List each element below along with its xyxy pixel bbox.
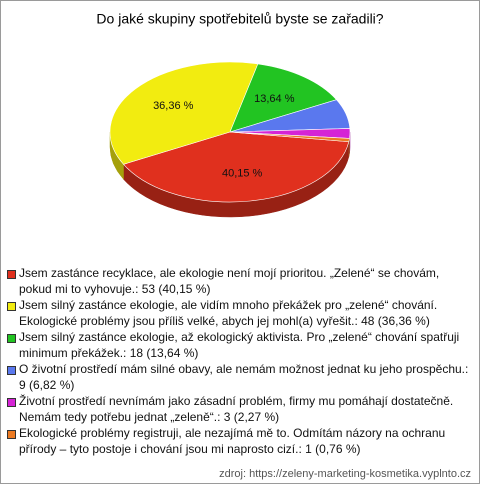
legend-swatch	[7, 270, 16, 279]
legend-item: Jsem silný zastánce ekologie, ale vidím …	[7, 298, 469, 329]
pie-slice	[109, 61, 259, 165]
legend-item: Ekologické problémy registruji, ale neza…	[7, 426, 469, 457]
legend-swatch	[7, 366, 16, 375]
legend-swatch	[7, 398, 16, 407]
pie-slice	[122, 131, 350, 203]
source-note: zdroj: https://zeleny-marketing-kosmetik…	[219, 468, 471, 480]
legend-swatch	[7, 430, 16, 439]
legend-label: Jsem silný zastánce ekologie, ale vidím …	[19, 298, 438, 328]
slice-label: 40,15 %	[222, 167, 263, 179]
legend-item: O životní prostředí mám silné obavy, ale…	[7, 362, 469, 393]
legend-label: Životní prostředí nevnímám jako zásadní …	[19, 394, 454, 424]
legend-swatch	[7, 334, 16, 343]
legend-item: Životní prostředí nevnímám jako zásadní …	[7, 394, 469, 425]
chart-title: Do jaké skupiny spotřebitelů byste se za…	[96, 11, 383, 27]
pie-slice	[229, 63, 338, 133]
chart: Do jaké skupiny spotřebitelů byste se za…	[96, 11, 384, 218]
legend-label: O životní prostředí mám silné obavy, ale…	[19, 362, 469, 392]
legend-label: Ekologické problémy registruji, ale neza…	[19, 426, 446, 456]
slice-label: 13,64 %	[254, 93, 295, 105]
legend-label: Jsem zastánce recyklace, ale ekologie ne…	[19, 266, 440, 296]
legend: Jsem zastánce recyklace, ale ekologie ne…	[7, 266, 469, 458]
legend-swatch	[7, 302, 16, 311]
legend-label: Jsem silný zastánce ekologie, až ekologi…	[19, 330, 460, 360]
legend-item: Jsem silný zastánce ekologie, až ekologi…	[7, 330, 469, 361]
legend-item: Jsem zastánce recyklace, ale ekologie ne…	[7, 266, 469, 297]
slice-label: 36,36 %	[153, 100, 194, 112]
pie-slice	[229, 131, 350, 143]
